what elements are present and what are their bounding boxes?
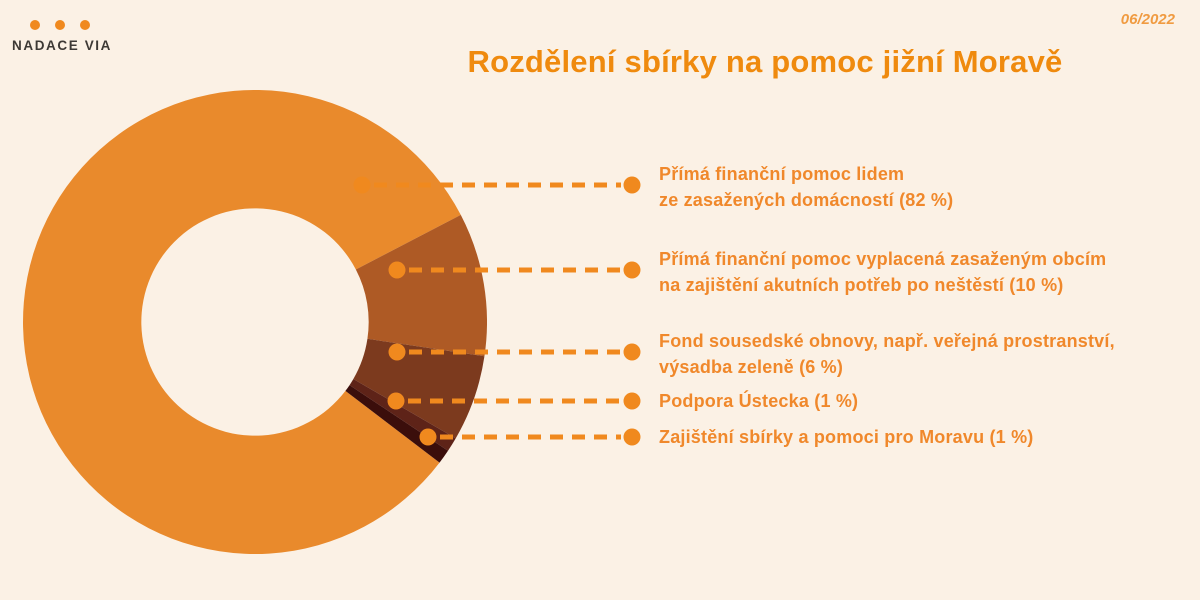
legend-item-5: Zajištění sbírky a pomoci pro Moravu (1 … xyxy=(659,424,1033,450)
legend-item-3: Fond sousedské obnovy, např. veřejná pro… xyxy=(659,328,1115,380)
date-stamp: 06/2022 xyxy=(1120,11,1175,28)
leader-dot-label-2 xyxy=(623,261,641,279)
legend-item-4: Podpora Ústecka (1 %) xyxy=(659,388,858,414)
logo-dot-icon xyxy=(30,20,40,30)
legend-item-3-line-1: Fond sousedské obnovy, např. veřejná pro… xyxy=(659,331,1115,351)
donut-chart xyxy=(23,90,487,554)
legend-item-1-line-1: Přímá finanční pomoc lidem xyxy=(659,164,905,184)
logo-dots-icon xyxy=(30,20,90,30)
logo-dot-icon xyxy=(80,20,90,30)
leader-dot-label-3 xyxy=(623,343,641,361)
legend-item-5-line-1: Zajištění sbírky a pomoci pro Moravu (1 … xyxy=(659,427,1034,447)
donut-segment-3 xyxy=(353,338,485,439)
legend-item-3-line-2: výsadba zeleně (6 %) xyxy=(659,357,844,377)
legend-item-1: Přímá finanční pomoc lidem ze zasažených… xyxy=(659,161,953,213)
leader-dot-label-4 xyxy=(623,392,641,410)
legend-item-2-line-1: Přímá finanční pomoc vyplacená zasaženým… xyxy=(659,249,1107,269)
donut-segment-2 xyxy=(355,214,487,357)
logo-dot-icon xyxy=(55,20,65,30)
leader-dot-label-1 xyxy=(623,176,641,194)
donut-segment-1 xyxy=(23,90,461,554)
page-title: Rozdělení sbírky na pomoc jižní Moravě xyxy=(467,44,1063,79)
legend-item-1-line-2: ze zasažených domácností (82 %) xyxy=(659,190,954,210)
leader-dot-label-5 xyxy=(623,428,641,446)
logo-text: NADACE VIA xyxy=(12,38,113,53)
legend-item-2-line-2: na zajištění akutních potřeb po neštěstí… xyxy=(659,275,1064,295)
legend-item-2: Přímá finanční pomoc vyplacená zasaženým… xyxy=(659,246,1106,298)
legend-item-4-line-1: Podpora Ústecka (1 %) xyxy=(659,391,859,411)
